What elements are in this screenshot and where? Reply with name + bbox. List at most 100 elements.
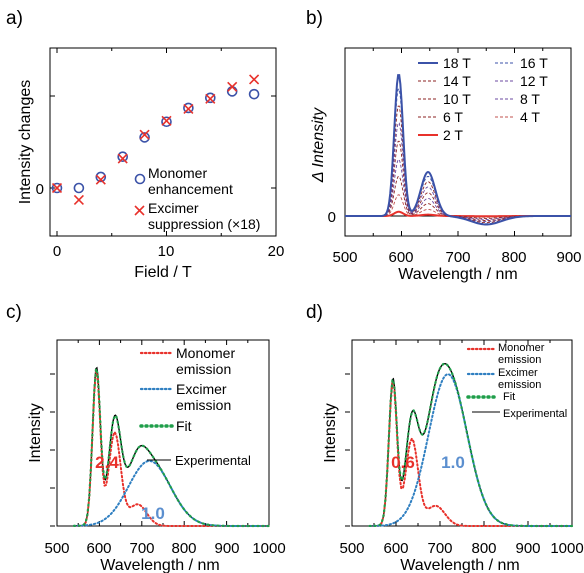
panel-label-c: c) xyxy=(6,302,22,323)
d-legend-experimental: Experimental xyxy=(503,408,567,420)
c-xtick-800: 800 xyxy=(171,540,196,557)
c-legend-excimer-2: emission xyxy=(176,397,231,413)
c-xtick-600: 600 xyxy=(86,540,111,557)
c-legend-fit: Fit xyxy=(176,418,192,434)
a-legend-circle-marker xyxy=(134,173,146,185)
a-point-excimer xyxy=(227,81,238,92)
b-curve xyxy=(345,159,571,220)
b-curve xyxy=(345,140,571,221)
c-ratio-monomer: 2.4 xyxy=(95,453,119,472)
b-curve xyxy=(345,74,571,226)
c-xtick-500: 500 xyxy=(44,540,69,557)
a-point-monomer xyxy=(226,86,238,97)
a-legend-monomer: Monomer xyxy=(148,165,207,181)
panel-d: 500 600 700 800 900 1000 Wavelength / nm… xyxy=(322,339,584,573)
b-curve xyxy=(345,176,571,219)
b-legend-label: 6 T xyxy=(443,109,463,125)
b-xtick-800: 800 xyxy=(501,249,526,266)
b-legend-label: 18 T xyxy=(443,55,471,71)
a-point-excimer xyxy=(205,93,216,104)
a-point-monomer xyxy=(139,132,150,143)
a-point-monomer xyxy=(51,182,63,194)
a-point-excimer xyxy=(117,153,128,164)
a-point-monomer xyxy=(161,116,172,128)
b-legend-label: 14 T xyxy=(443,73,471,89)
d-legend-excimer: Excimer xyxy=(498,367,538,379)
c-curve-experimental xyxy=(73,366,269,527)
a-xlabel: Field / T xyxy=(134,264,192,281)
d-ratio-monomer: 0.6 xyxy=(391,453,415,472)
b-legend-label: 10 T xyxy=(443,91,471,107)
d-xtick-800: 800 xyxy=(471,540,496,557)
d-xtick-500: 500 xyxy=(339,540,364,557)
d-xlabel: Wavelength / nm xyxy=(400,557,519,573)
a-point-excimer xyxy=(249,74,260,85)
b-curve xyxy=(345,194,571,218)
b-legend-label: 8 T xyxy=(520,91,540,107)
a-xtick-10: 10 xyxy=(158,243,175,260)
a-xtick-0: 0 xyxy=(53,243,61,260)
a-ylabel: Intensity changes xyxy=(17,80,34,205)
c-legend-monomer-2: emission xyxy=(176,361,231,377)
d-curve-fit xyxy=(368,362,574,528)
b-legend-label: 2 T xyxy=(443,127,463,143)
c-curve-monomer xyxy=(72,370,270,527)
c-xtick-700: 700 xyxy=(129,540,154,557)
c-legend-monomer: Monomer xyxy=(176,345,235,361)
d-xtick-600: 600 xyxy=(383,540,408,557)
panel-a: 0 10 20 0 Field / T Intensity changes Mo… xyxy=(17,47,285,281)
b-xlabel: Wavelength / nm xyxy=(398,266,517,283)
b-ytick-0: 0 xyxy=(328,209,336,226)
a-point-monomer xyxy=(248,88,260,100)
panel-a-frame xyxy=(49,47,277,237)
a-legend-enhancement: enhancement xyxy=(148,181,233,197)
panel-label-a: a) xyxy=(6,8,23,29)
b-xtick-900: 900 xyxy=(556,249,581,266)
a-point-monomer xyxy=(73,182,85,194)
c-ratio-excimer: 1.0 xyxy=(141,504,165,523)
a-point-monomer xyxy=(117,151,128,163)
d-xtick-900: 900 xyxy=(515,540,540,557)
a-ytick-0: 0 xyxy=(36,181,44,198)
a-point-excimer xyxy=(139,129,150,140)
a-point-excimer xyxy=(95,174,106,185)
a-legend-x-marker xyxy=(134,205,145,216)
c-xlabel: Wavelength / nm xyxy=(100,557,219,573)
b-legend-label: 4 T xyxy=(520,109,540,125)
a-xtick-20: 20 xyxy=(268,243,285,260)
a-point-excimer xyxy=(161,115,172,126)
d-xtick-700: 700 xyxy=(427,540,452,557)
a-point-excimer xyxy=(51,182,63,194)
d-legend-excimer-2: emission xyxy=(498,379,541,391)
d-legend-fit: Fit xyxy=(503,391,515,403)
panel-label-d: d) xyxy=(306,302,323,323)
c-xtick-900: 900 xyxy=(214,540,239,557)
c-xtick-1000: 1000 xyxy=(252,540,285,557)
a-point-excimer xyxy=(73,194,84,206)
a-point-monomer xyxy=(205,92,216,104)
b-xtick-500: 500 xyxy=(332,249,357,266)
c-curve-fit xyxy=(72,368,271,528)
d-curve-experimental xyxy=(369,362,572,527)
a-legend-suppression: suppression (×18) xyxy=(148,216,260,232)
d-ratio-excimer: 1.0 xyxy=(441,453,465,472)
b-xtick-700: 700 xyxy=(445,249,470,266)
a-point-monomer xyxy=(95,171,107,183)
c-ylabel: Intensity xyxy=(27,403,44,463)
b-legend-label: 12 T xyxy=(520,73,548,89)
b-legend-label: 16 T xyxy=(520,55,548,71)
d-legend-monomer: Monomer xyxy=(498,342,545,354)
panel-c: 500 600 700 800 900 1000 Wavelength / nm… xyxy=(27,339,286,573)
a-point-excimer xyxy=(183,103,194,114)
panel-b: 18 T 16 T 14 T 12 T 10 T 8 T 6 T 4 T 2 T 500 600… xyxy=(310,47,582,283)
d-xtick-1000: 1000 xyxy=(550,540,583,557)
a-point-monomer xyxy=(183,102,194,114)
d-legend-monomer-2: emission xyxy=(498,354,541,366)
c-legend-excimer: Excimer xyxy=(176,381,227,397)
a-legend-excimer: Excimer xyxy=(148,200,199,216)
d-ylabel: Intensity xyxy=(322,403,339,463)
panel-label-b: b) xyxy=(306,8,323,29)
b-xtick-600: 600 xyxy=(388,249,413,266)
b-ylabel: Δ Intensity xyxy=(310,107,327,183)
